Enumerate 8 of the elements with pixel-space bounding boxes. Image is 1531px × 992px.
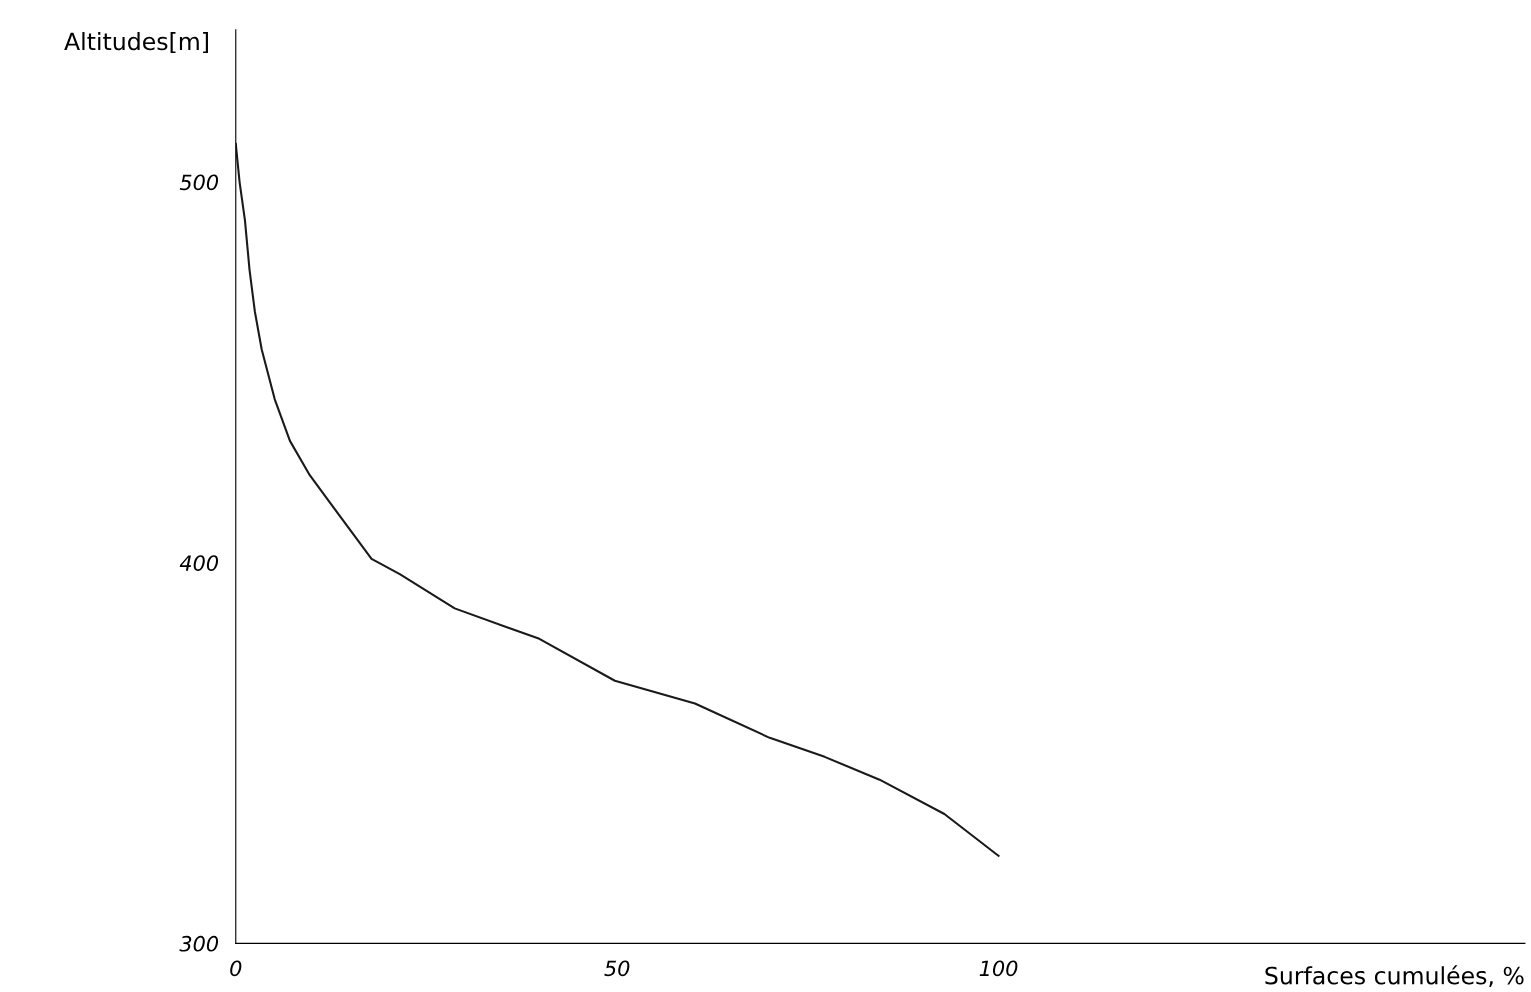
y-tick-label: 400 xyxy=(179,555,219,571)
y-tick-label: 500 xyxy=(179,174,219,191)
x-tick-label: 100 xyxy=(979,960,1018,977)
x-tick-label: 0 xyxy=(230,960,242,977)
x-axis-title: Surfaces cumulées, % xyxy=(1265,965,1524,987)
x-tick-label: 50 xyxy=(604,960,630,977)
y-axis-title: Altitudes[m] xyxy=(64,32,208,54)
y-tick-label: 300 xyxy=(179,935,219,952)
